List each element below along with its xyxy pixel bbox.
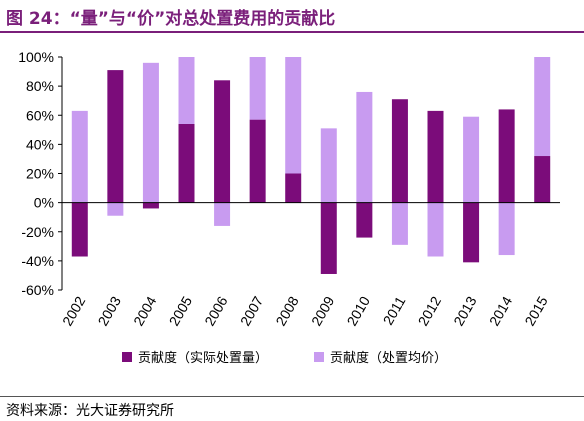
bar-2002-series-2 (71, 110, 88, 203)
legend-label-series-2: 贡献度（处置均价） (330, 350, 447, 366)
y-tick-label: -40% (21, 253, 54, 269)
x-tick-label: 2006 (201, 293, 231, 328)
bar-2006-series-2 (214, 202, 231, 226)
bar-2009-series-2 (320, 128, 337, 203)
bar-2012-series-1 (427, 110, 444, 203)
stacked-bar-chart: -60%-40%-20%0%20%40%60%80%100% 2002 2003 2… (18, 49, 560, 366)
x-tick-label: 2009 (308, 293, 338, 328)
y-tick-label: 20% (26, 166, 54, 182)
y-tick-label: 40% (26, 136, 54, 152)
y-tick-label: 60% (26, 107, 54, 123)
bar-2012-series-2 (427, 202, 444, 257)
x-tick-label: 2002 (59, 293, 89, 328)
bar-2011-series-2 (391, 202, 408, 245)
bar-2010-series-2 (356, 91, 373, 203)
bar-2009-series-1 (320, 202, 337, 274)
bar-2007-series-1 (249, 119, 266, 203)
bar-2015-series-2 (534, 57, 551, 157)
x-tick-label: 2014 (486, 293, 516, 328)
bar-2005-series-2 (178, 57, 195, 124)
bar-2002-series-1 (71, 202, 88, 257)
bar-2014-series-1 (498, 109, 515, 203)
y-tick-label: 0% (34, 195, 54, 211)
bar-2008-series-1 (285, 173, 302, 203)
bar-2006-series-1 (214, 80, 231, 203)
bar-2014-series-2 (498, 202, 515, 256)
bar-2013-series-1 (463, 202, 480, 263)
bar-2004-series-2 (142, 62, 159, 203)
source-divider (0, 396, 584, 397)
source-note: 资料来源：光大证券研究所 (6, 403, 174, 419)
x-tick-label: 2015 (521, 293, 551, 328)
y-tick-label: 80% (26, 78, 54, 94)
bar-2005-series-1 (178, 123, 195, 203)
x-tick-label: 2005 (166, 293, 196, 328)
bar-2008-series-2 (285, 57, 302, 174)
legend-swatch-series-1 (122, 352, 132, 362)
bar-2003-series-1 (107, 70, 124, 203)
y-tick-label: -60% (21, 282, 54, 298)
x-tick-label: 2003 (95, 293, 125, 328)
chart-title: 图 24：“量”与“价”对总处置费用的贡献比 (6, 9, 336, 29)
x-tick-label: 2007 (237, 293, 267, 328)
title-divider (0, 31, 584, 33)
x-tick-label: 2008 (272, 293, 302, 328)
y-tick-label: 100% (18, 49, 54, 65)
bar-2007-series-2 (249, 57, 266, 120)
bar-2004-series-1 (142, 202, 159, 209)
bar-2010-series-1 (356, 202, 373, 238)
x-tick-label: 2012 (415, 293, 445, 328)
bar-2003-series-2 (107, 202, 124, 216)
x-tick-label: 2010 (344, 293, 374, 328)
y-tick-label: -20% (21, 224, 54, 240)
legend-label-series-1: 贡献度（实际处置量） (138, 350, 268, 366)
x-tick-label: 2013 (450, 293, 480, 328)
bar-2015-series-1 (534, 156, 551, 203)
x-tick-label: 2004 (130, 293, 160, 328)
bar-2011-series-1 (391, 99, 408, 203)
x-tick-label: 2011 (380, 293, 409, 327)
bar-2013-series-2 (463, 116, 480, 203)
legend-swatch-series-2 (314, 352, 324, 362)
